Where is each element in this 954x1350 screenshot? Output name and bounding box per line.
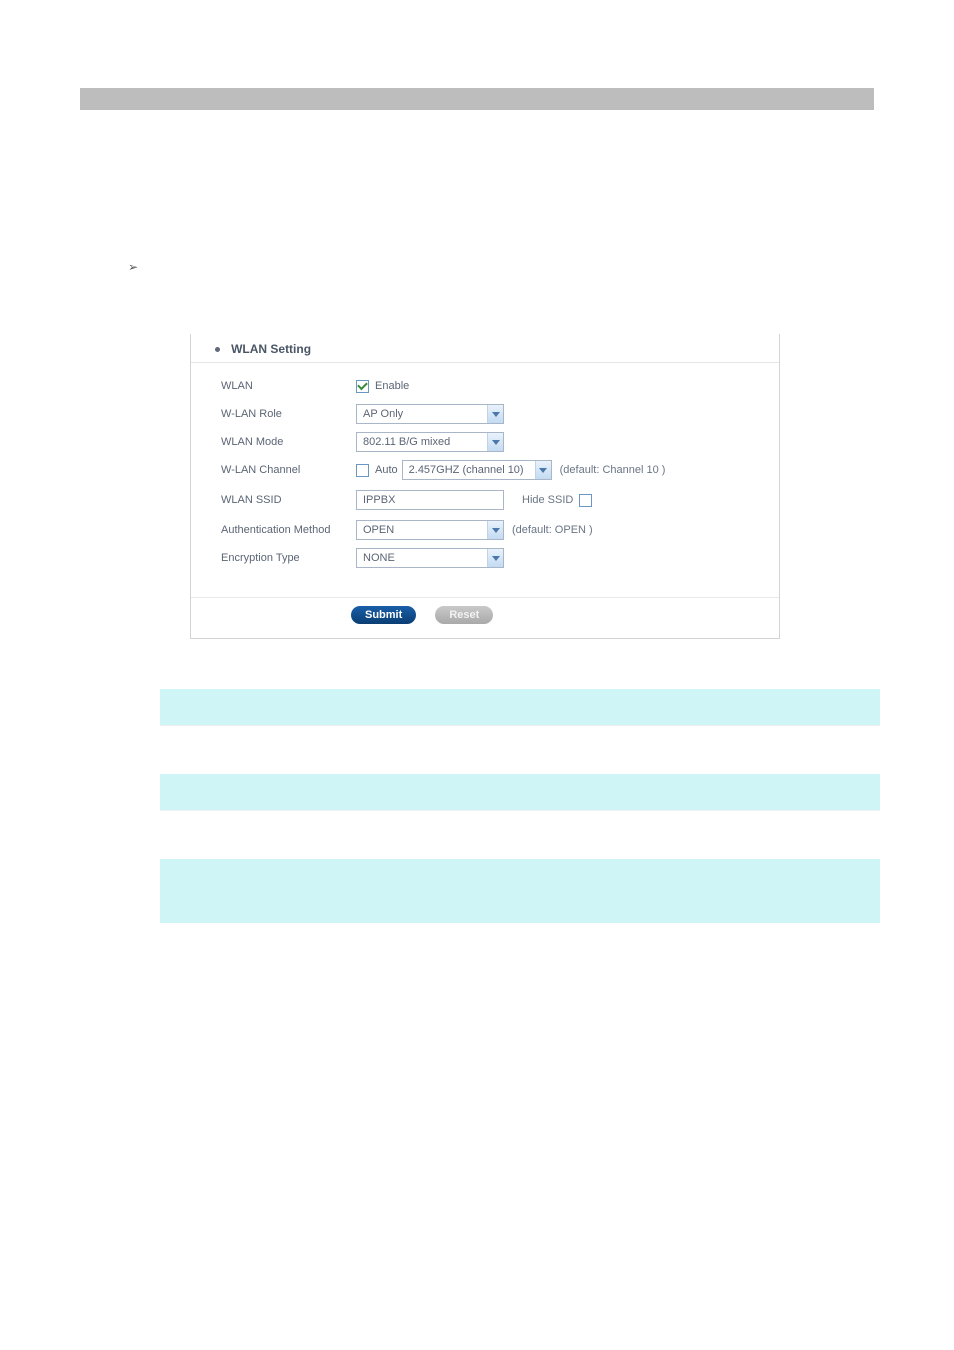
label-wlan: WLAN: [221, 380, 356, 392]
enc-select-value: NONE: [357, 552, 487, 564]
chevron-down-icon: [487, 405, 503, 423]
label-mode: WLAN Mode: [221, 436, 356, 448]
panel-header: WLAN Setting: [191, 334, 779, 363]
ssid-input[interactable]: IPPBX: [356, 490, 504, 510]
chevron-down-icon: [535, 461, 551, 479]
table-row: [160, 774, 880, 810]
chevron-down-icon: [487, 549, 503, 567]
submit-button[interactable]: Submit: [351, 606, 416, 624]
label-auth: Authentication Method: [221, 524, 356, 536]
chevron-down-icon: [487, 433, 503, 451]
hide-ssid-text: Hide SSID: [522, 494, 573, 506]
auth-select-value: OPEN: [357, 524, 487, 536]
channel-select-value: 2.457GHZ (channel 10): [403, 464, 535, 476]
row-enc: Encryption Type NONE: [221, 547, 763, 569]
channel-select[interactable]: 2.457GHZ (channel 10): [402, 460, 552, 480]
wlan-enable-text: Enable: [375, 380, 409, 392]
reset-button[interactable]: Reset: [435, 606, 493, 624]
row-wlan: WLAN Enable: [221, 375, 763, 397]
wlan-settings-panel: WLAN Setting WLAN Enable W-LAN Role AP O…: [190, 334, 780, 639]
panel-title: WLAN Setting: [231, 342, 311, 356]
label-channel: W-LAN Channel: [221, 464, 356, 476]
section-bullet: ➢: [128, 260, 874, 274]
label-ssid: WLAN SSID: [221, 494, 356, 506]
field-description-table: [160, 689, 880, 923]
page: ➢ WLAN Setting WLAN Enable W-LAN Role AP…: [0, 88, 954, 963]
ssid-value: IPPBX: [363, 494, 395, 506]
label-role: W-LAN Role: [221, 408, 356, 420]
wlan-enable-checkbox[interactable]: [356, 380, 369, 393]
channel-auto-text: Auto: [375, 464, 398, 476]
row-role: W-LAN Role AP Only: [221, 403, 763, 425]
mode-select[interactable]: 802.11 B/G mixed: [356, 432, 504, 452]
table-row: [160, 810, 880, 859]
row-auth: Authentication Method OPEN (default: OPE…: [221, 519, 763, 541]
auth-select[interactable]: OPEN: [356, 520, 504, 540]
header-bar: [80, 88, 874, 110]
row-ssid: WLAN SSID IPPBX Hide SSID: [221, 489, 763, 511]
row-channel: W-LAN Channel Auto 2.457GHZ (channel 10)…: [221, 459, 763, 481]
enc-select[interactable]: NONE: [356, 548, 504, 568]
chevron-down-icon: [487, 521, 503, 539]
bullet-icon: [215, 347, 220, 352]
table-row: [160, 725, 880, 774]
role-select[interactable]: AP Only: [356, 404, 504, 424]
arrow-icon: ➢: [128, 260, 138, 274]
button-row: Submit Reset: [191, 597, 779, 638]
mode-select-value: 802.11 B/G mixed: [357, 436, 487, 448]
table-row: [160, 859, 880, 923]
channel-hint: (default: Channel 10 ): [560, 464, 666, 476]
channel-auto-checkbox[interactable]: [356, 464, 369, 477]
role-select-value: AP Only: [357, 408, 487, 420]
table-row: [160, 689, 880, 725]
panel-body: WLAN Enable W-LAN Role AP Only WLAN Mode…: [191, 363, 779, 585]
auth-hint: (default: OPEN ): [512, 524, 593, 536]
label-enc: Encryption Type: [221, 552, 356, 564]
hide-ssid-checkbox[interactable]: [579, 494, 592, 507]
row-mode: WLAN Mode 802.11 B/G mixed: [221, 431, 763, 453]
